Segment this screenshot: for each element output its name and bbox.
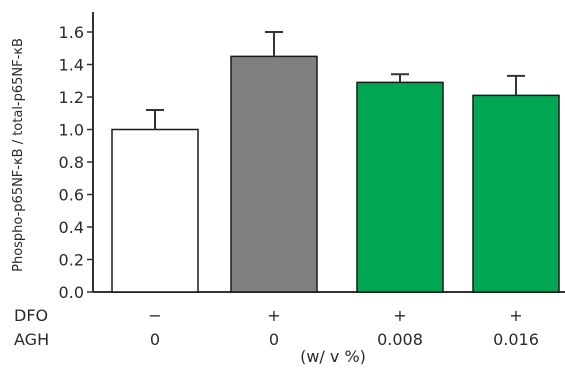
y-axis-label: Phospho-p65NF-κB / total-p65NF-κB [11, 38, 26, 272]
bar [472, 94, 560, 293]
y-ticks: 0.0 0.2 0.4 0.6 0.8 1.0 1.2 1.4 1.6 [59, 23, 93, 302]
y-tick-label: 1.0 [59, 121, 84, 140]
condition-value: 0.016 [493, 330, 539, 349]
bar [356, 81, 444, 293]
condition-value: 0 [269, 330, 279, 349]
y-tick-label: 0.4 [59, 218, 84, 237]
condition-value: − [148, 306, 161, 325]
y-tick-label: 1.4 [59, 56, 84, 75]
condition-value: + [267, 306, 280, 325]
condition-row-label: AGH [14, 330, 49, 349]
condition-value: + [393, 306, 406, 325]
condition-value: 0.008 [377, 330, 423, 349]
error-bars [146, 31, 525, 130]
y-tick-label: 0.8 [59, 153, 84, 172]
bars [111, 55, 560, 293]
condition-row-label: DFO [14, 306, 48, 325]
bar [230, 55, 318, 293]
group-condition-rows: DFO − + + + AGH 0 0 0.008 0.016 [14, 306, 539, 349]
y-tick-label: 0.6 [59, 186, 84, 205]
y-tick-label: 1.2 [59, 88, 84, 107]
condition-value: 0 [150, 330, 160, 349]
unit-label: (w/ v %) [300, 347, 366, 366]
y-tick-label: 0.2 [59, 251, 84, 270]
y-tick-label: 0.0 [59, 283, 84, 302]
condition-value: + [509, 306, 522, 325]
bar [111, 128, 199, 293]
y-tick-label: 1.6 [59, 23, 84, 42]
